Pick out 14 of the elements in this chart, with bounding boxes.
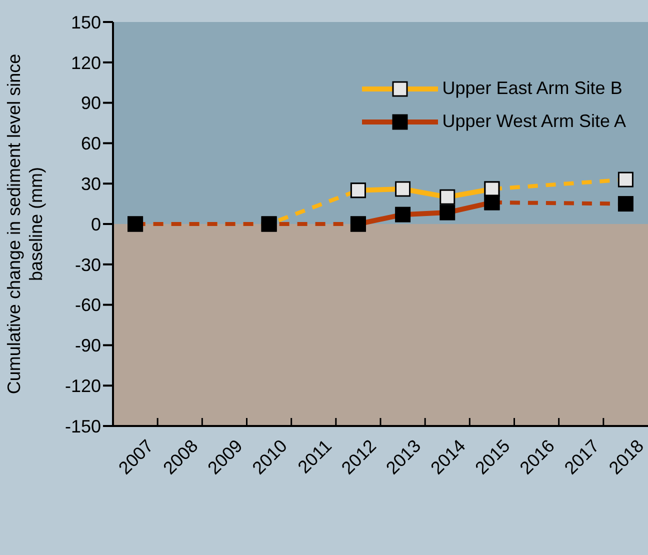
legend-label: Upper East Arm Site B bbox=[442, 78, 622, 99]
y-tick-label: -150 bbox=[64, 416, 101, 436]
y-tick-label: -90 bbox=[74, 336, 101, 356]
y-tick-label: 90 bbox=[80, 93, 101, 114]
y-axis-title: Cumulative change in sediment level since baseline (mm) bbox=[4, 54, 46, 394]
y-tick-label: -60 bbox=[74, 295, 101, 316]
y-tick-label: 60 bbox=[80, 134, 101, 154]
y-tick-label: -120 bbox=[64, 376, 101, 396]
y-tick-label: 0 bbox=[90, 214, 101, 234]
legend-label: Upper West Arm Site A bbox=[442, 111, 626, 132]
y-tick-label: 30 bbox=[80, 174, 101, 194]
y-tick-label: -30 bbox=[74, 254, 101, 275]
y-tick-label: 150 bbox=[70, 12, 101, 32]
y-tick-label: 120 bbox=[70, 52, 101, 73]
